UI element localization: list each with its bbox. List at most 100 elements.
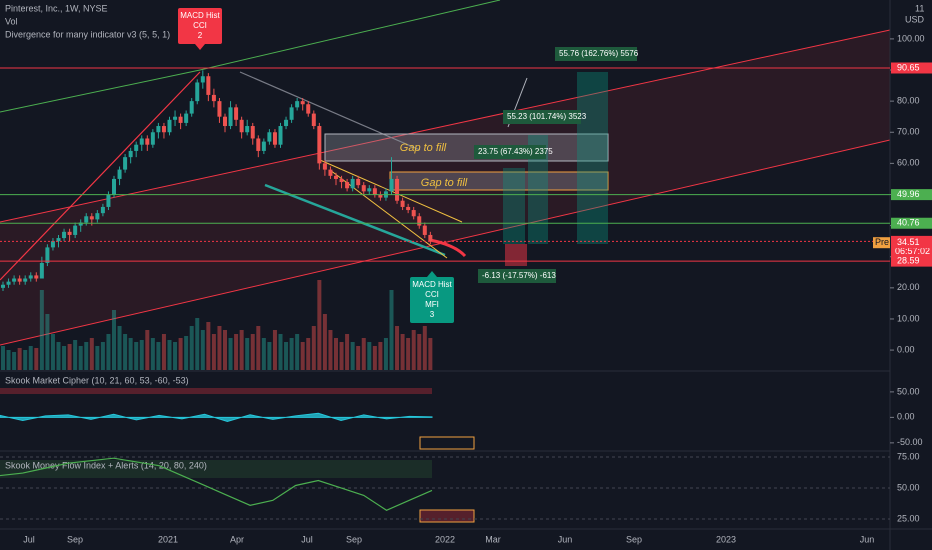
candle-body bbox=[228, 107, 233, 127]
volume-bar bbox=[167, 340, 172, 370]
projection-label: 55.23 (101.74%) 3523 bbox=[507, 112, 587, 121]
volume-bar bbox=[422, 326, 427, 370]
volume-bar bbox=[322, 314, 327, 370]
signal-text: 3 bbox=[430, 310, 435, 319]
candle-body bbox=[339, 178, 344, 183]
gap-box bbox=[324, 133, 609, 162]
price-countdown: 06:57:02 bbox=[895, 246, 930, 256]
volume-bar bbox=[250, 334, 255, 370]
volume-bar bbox=[350, 342, 355, 370]
zone bbox=[0, 460, 432, 478]
candle-body bbox=[84, 216, 89, 223]
price-label-bg bbox=[891, 189, 932, 201]
gap-label: Gap to fill bbox=[400, 142, 447, 154]
candle-body bbox=[106, 194, 111, 207]
candle-body bbox=[245, 126, 250, 133]
candle-body bbox=[167, 119, 172, 133]
candle-body bbox=[156, 126, 161, 133]
volume-bar bbox=[34, 348, 39, 370]
candle-body bbox=[334, 175, 338, 179]
volume-bar bbox=[173, 342, 178, 370]
volume-bar bbox=[178, 338, 183, 370]
forecast-arrow bbox=[429, 238, 467, 258]
candle-body bbox=[361, 185, 366, 192]
price-label-bg bbox=[891, 217, 932, 229]
y-tick-label: 80.00 bbox=[897, 96, 920, 106]
volume-bar bbox=[272, 330, 277, 370]
wedge-line bbox=[329, 169, 448, 259]
candle-body bbox=[100, 206, 105, 214]
price-label: 28.59 bbox=[897, 255, 920, 265]
volume-bar bbox=[372, 346, 377, 370]
currency: 11 bbox=[915, 3, 924, 13]
candle-body bbox=[250, 126, 255, 139]
volume-bar bbox=[28, 346, 33, 370]
candle-body bbox=[89, 216, 94, 220]
candle-body bbox=[78, 222, 83, 226]
volume-bar bbox=[62, 346, 67, 370]
candle-body bbox=[350, 178, 355, 189]
candle-body bbox=[284, 119, 289, 127]
volume-bar bbox=[300, 342, 305, 370]
signal-text: MACD Hist bbox=[412, 280, 452, 289]
volume-bar bbox=[328, 330, 333, 370]
mfi-line bbox=[0, 457, 433, 511]
candle-body bbox=[317, 126, 322, 164]
y-tick-label: 0.00 bbox=[897, 344, 915, 354]
candle-body bbox=[39, 262, 44, 279]
candle-body bbox=[62, 231, 67, 239]
volume-bar bbox=[200, 330, 205, 370]
cipher-wave bbox=[0, 412, 433, 422]
volume-bar bbox=[106, 334, 111, 370]
candle-body bbox=[428, 234, 433, 242]
x-tick-label: Jul bbox=[301, 534, 313, 544]
trend-line bbox=[239, 71, 421, 151]
candle-body bbox=[306, 104, 311, 114]
price-label-bg bbox=[891, 62, 932, 74]
volume-bar bbox=[67, 344, 72, 370]
candle-body bbox=[128, 150, 133, 158]
y-tick-label: 100.00 bbox=[897, 33, 925, 43]
volume-bar bbox=[134, 342, 139, 370]
candle-body bbox=[17, 278, 22, 282]
y-tick-label: -50.00 bbox=[897, 437, 923, 447]
candle-body bbox=[23, 278, 28, 282]
candle-body bbox=[50, 241, 55, 248]
candle-body bbox=[150, 132, 155, 145]
candle-body bbox=[406, 206, 411, 211]
projection-label-bg bbox=[503, 110, 581, 124]
candle-body bbox=[411, 210, 416, 217]
legend-line: Vol bbox=[5, 16, 18, 26]
price-label-bg bbox=[891, 255, 932, 267]
y-tick-label: 10.00 bbox=[897, 313, 920, 323]
candle-body bbox=[295, 101, 300, 108]
pre-tag: Pre bbox=[875, 237, 889, 247]
candle-body bbox=[12, 278, 17, 282]
volume-bar bbox=[389, 290, 394, 370]
price-label: 90.65 bbox=[897, 62, 920, 72]
signal-box bbox=[410, 277, 454, 323]
candle-body bbox=[223, 116, 227, 127]
signal-pointer bbox=[195, 44, 205, 50]
volume-bar bbox=[261, 338, 266, 370]
projection-label-bg bbox=[474, 145, 546, 159]
price-label-bg bbox=[891, 237, 932, 249]
candle-body bbox=[139, 138, 144, 145]
candle-body bbox=[34, 275, 39, 279]
candle-body bbox=[184, 113, 189, 123]
candle-body bbox=[256, 138, 261, 151]
volume-bar bbox=[128, 338, 133, 370]
candle-body bbox=[95, 213, 100, 220]
candle-body bbox=[261, 141, 266, 151]
projection-box bbox=[505, 244, 527, 266]
volume-bar bbox=[139, 340, 144, 370]
volume-bar bbox=[411, 330, 416, 370]
x-tick-label: Jun bbox=[558, 534, 573, 544]
legend-line: Divergence for many indicator v3 (5, 5, … bbox=[5, 29, 170, 39]
x-tick-label: Sep bbox=[67, 534, 83, 544]
projection-box bbox=[528, 135, 548, 244]
volume-bar bbox=[356, 346, 361, 370]
y-tick-label: 70.00 bbox=[897, 127, 920, 137]
volume-bar bbox=[184, 336, 189, 370]
